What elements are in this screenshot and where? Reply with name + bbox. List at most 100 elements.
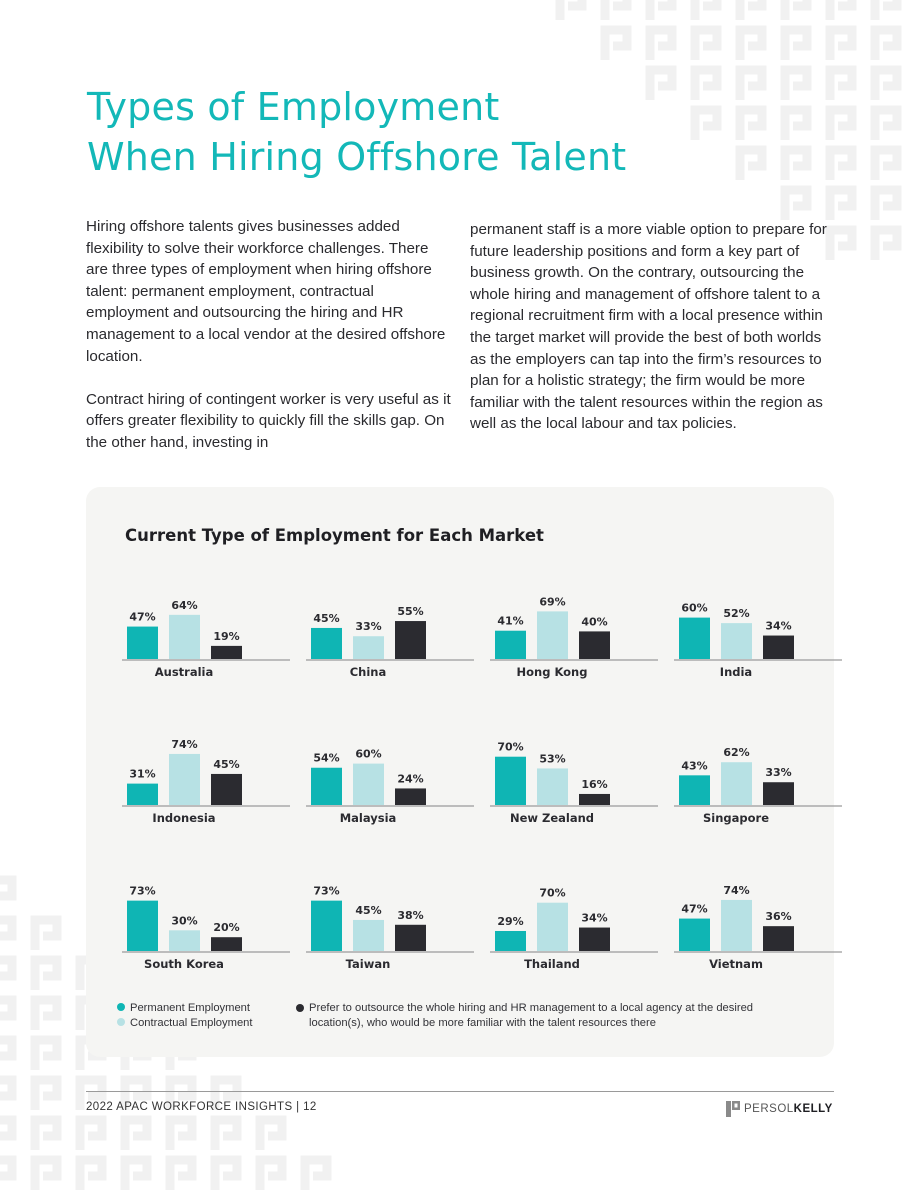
data-label-australia-series-1: 47% — [129, 611, 155, 624]
body-paragraph: Hiring offshore talents gives businesses… — [86, 218, 446, 365]
legend-item-outsource: Prefer to outsource the whole hiring and… — [296, 1001, 796, 1031]
data-label-malaysia-series-1: 54% — [313, 752, 339, 765]
market-label-thailand: Thailand — [524, 957, 580, 971]
bar-new-zealand-series-1 — [495, 756, 526, 805]
market-label-hong-kong: Hong Kong — [517, 665, 588, 679]
bar-taiwan-series-1 — [311, 900, 342, 951]
bar-malaysia-series-3 — [395, 788, 426, 805]
data-label-china-series-1: 45% — [313, 612, 339, 625]
bar-new-zealand-series-2 — [537, 768, 568, 805]
bar-vietnam-series-3 — [763, 926, 794, 951]
logo-text-kelly: KELLY — [793, 1103, 833, 1115]
market-label-india: India — [720, 665, 752, 679]
data-label-south-korea-series-2: 30% — [171, 914, 197, 927]
market-label-australia: Australia — [155, 665, 214, 679]
chart-title: Current Type of Employment for Each Mark… — [125, 526, 544, 545]
data-label-new-zealand-series-1: 70% — [497, 741, 523, 754]
brand-logo: PERSOL KELLY — [726, 1101, 833, 1117]
legend-label-outsource: Prefer to outsource the whole hiring and… — [309, 1002, 754, 1029]
bar-hong-kong-series-1 — [495, 630, 526, 659]
legend-item-contractual: Contractual Employment — [117, 1016, 253, 1031]
chart-panel — [86, 487, 834, 1057]
data-label-australia-series-3: 19% — [213, 630, 239, 643]
body-paragraph: permanent staff is a more viable option … — [470, 221, 827, 433]
data-label-indonesia-series-3: 45% — [213, 758, 239, 771]
bar-south-korea-series-2 — [169, 930, 200, 951]
data-label-singapore-series-2: 62% — [723, 746, 749, 759]
bar-vietnam-series-2 — [721, 899, 752, 951]
data-label-malaysia-series-3: 24% — [397, 772, 423, 785]
bar-thailand-series-3 — [579, 927, 610, 951]
data-label-vietnam-series-3: 36% — [765, 910, 791, 923]
market-label-china: China — [350, 665, 387, 679]
bar-singapore-series-3 — [763, 782, 794, 805]
data-label-malaysia-series-2: 60% — [355, 748, 381, 761]
legend-right: Prefer to outsource the whole hiring and… — [296, 1001, 796, 1031]
data-label-thailand-series-1: 29% — [497, 915, 523, 928]
data-label-hong-kong-series-3: 40% — [581, 615, 607, 628]
bar-hong-kong-series-2 — [537, 611, 568, 659]
bar-australia-series-2 — [169, 614, 200, 659]
data-label-new-zealand-series-2: 53% — [539, 752, 565, 765]
market-label-vietnam: Vietnam — [709, 957, 763, 971]
data-label-indonesia-series-1: 31% — [129, 768, 155, 781]
bar-thailand-series-1 — [495, 930, 526, 951]
legend-swatch-permanent — [117, 1003, 125, 1011]
legend-swatch-contractual — [117, 1018, 125, 1026]
legend-label-permanent: Permanent Employment — [130, 1002, 251, 1014]
data-label-china-series-2: 33% — [355, 620, 381, 633]
bar-malaysia-series-1 — [311, 767, 342, 805]
bar-indonesia-series-1 — [127, 783, 158, 805]
bar-indonesia-series-2 — [169, 753, 200, 805]
bar-australia-series-1 — [127, 626, 158, 659]
bar-malaysia-series-2 — [353, 763, 384, 805]
bar-india-series-1 — [679, 617, 710, 659]
data-label-south-korea-series-1: 73% — [129, 885, 155, 898]
legend-label-contractual: Contractual Employment — [130, 1017, 253, 1029]
data-label-taiwan-series-1: 73% — [313, 885, 339, 898]
legend-item-permanent: Permanent Employment — [117, 1001, 253, 1016]
market-label-taiwan: Taiwan — [346, 957, 391, 971]
data-label-singapore-series-1: 43% — [681, 759, 707, 772]
bar-indonesia-series-3 — [211, 773, 242, 805]
page-title: Types of Employment When Hiring Offshore… — [87, 82, 626, 182]
data-label-china-series-3: 55% — [397, 605, 423, 618]
bar-singapore-series-1 — [679, 775, 710, 805]
data-label-india-series-1: 60% — [681, 602, 707, 615]
logo-text-persol: PERSOL — [744, 1103, 794, 1115]
bar-india-series-2 — [721, 623, 752, 659]
data-label-hong-kong-series-2: 69% — [539, 595, 565, 608]
data-label-singapore-series-3: 33% — [765, 766, 791, 779]
bar-hong-kong-series-3 — [579, 631, 610, 659]
page-title-line-1: Types of Employment — [87, 85, 500, 129]
logo-mark-icon — [726, 1101, 740, 1117]
data-label-taiwan-series-2: 45% — [355, 904, 381, 917]
bar-taiwan-series-2 — [353, 919, 384, 951]
data-label-hong-kong-series-1: 41% — [497, 615, 523, 628]
bar-china-series-2 — [353, 636, 384, 659]
market-label-new-zealand: New Zealand — [510, 811, 594, 825]
data-label-india-series-2: 52% — [723, 607, 749, 620]
data-label-india-series-3: 34% — [765, 620, 791, 633]
data-label-thailand-series-3: 34% — [581, 912, 607, 925]
data-label-australia-series-2: 64% — [171, 599, 197, 612]
bar-singapore-series-2 — [721, 762, 752, 805]
bar-taiwan-series-3 — [395, 924, 426, 951]
bar-vietnam-series-1 — [679, 918, 710, 951]
legend-swatch-outsource — [296, 1004, 304, 1012]
bar-south-korea-series-1 — [127, 900, 158, 951]
body-column-right: permanent staff is a more viable option … — [470, 219, 838, 435]
data-label-new-zealand-series-3: 16% — [581, 778, 607, 791]
bar-new-zealand-series-3 — [579, 793, 610, 805]
body-paragraph: Contract hiring of contingent worker is … — [86, 390, 451, 451]
bar-china-series-1 — [311, 627, 342, 659]
market-label-indonesia: Indonesia — [152, 811, 215, 825]
market-label-south-korea: South Korea — [144, 957, 224, 971]
footer-page-label: 2022 APAC WORKFORCE INSIGHTS | 12 — [86, 1101, 317, 1113]
bar-south-korea-series-3 — [211, 937, 242, 951]
market-label-malaysia: Malaysia — [340, 811, 397, 825]
bar-china-series-3 — [395, 621, 426, 659]
data-label-taiwan-series-3: 38% — [397, 909, 423, 922]
data-label-vietnam-series-1: 47% — [681, 903, 707, 916]
